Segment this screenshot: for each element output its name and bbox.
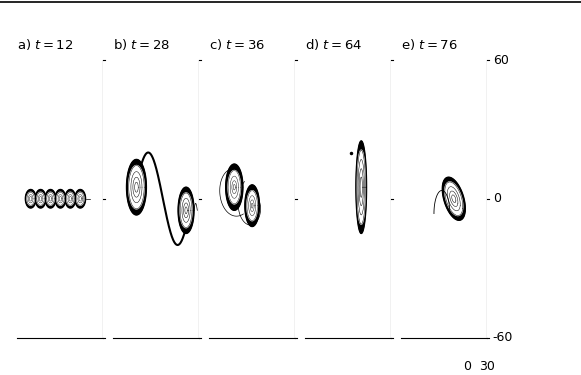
- Polygon shape: [452, 195, 456, 202]
- Polygon shape: [69, 196, 71, 201]
- Polygon shape: [65, 189, 76, 208]
- Polygon shape: [35, 189, 46, 208]
- Polygon shape: [26, 189, 36, 208]
- Text: e) $t = 76$: e) $t = 76$: [401, 38, 458, 52]
- Polygon shape: [184, 203, 189, 218]
- Polygon shape: [230, 176, 238, 198]
- Polygon shape: [129, 165, 144, 209]
- Polygon shape: [357, 150, 365, 224]
- Polygon shape: [358, 159, 364, 215]
- Polygon shape: [45, 189, 56, 208]
- Text: d) $t = 64$: d) $t = 64$: [305, 38, 363, 52]
- Polygon shape: [59, 196, 62, 201]
- Polygon shape: [249, 196, 256, 216]
- Polygon shape: [29, 196, 32, 201]
- Polygon shape: [442, 177, 465, 220]
- Text: 60: 60: [493, 54, 508, 66]
- Polygon shape: [48, 195, 53, 203]
- Polygon shape: [247, 191, 257, 220]
- Polygon shape: [131, 172, 142, 203]
- Polygon shape: [180, 193, 192, 228]
- Polygon shape: [445, 182, 462, 216]
- Polygon shape: [133, 177, 140, 197]
- Polygon shape: [135, 182, 138, 192]
- Polygon shape: [27, 192, 34, 205]
- Polygon shape: [38, 195, 43, 203]
- Polygon shape: [127, 159, 146, 215]
- Polygon shape: [55, 189, 66, 208]
- Polygon shape: [447, 187, 460, 211]
- Polygon shape: [78, 195, 83, 203]
- Polygon shape: [250, 200, 254, 211]
- Text: c) $t = 36$: c) $t = 36$: [209, 38, 265, 52]
- Polygon shape: [57, 192, 64, 205]
- Polygon shape: [28, 195, 33, 203]
- Text: -60: -60: [493, 331, 513, 344]
- Polygon shape: [182, 198, 190, 222]
- Polygon shape: [359, 169, 363, 206]
- Polygon shape: [356, 141, 367, 233]
- Polygon shape: [75, 189, 85, 208]
- Polygon shape: [40, 196, 42, 201]
- Polygon shape: [233, 184, 235, 190]
- Text: a) $t = 12$: a) $t = 12$: [17, 38, 74, 52]
- Text: 0: 0: [493, 192, 501, 205]
- Polygon shape: [225, 164, 243, 210]
- Text: 30: 30: [479, 360, 495, 373]
- Polygon shape: [68, 195, 73, 203]
- Polygon shape: [37, 192, 44, 205]
- Polygon shape: [185, 207, 187, 214]
- Polygon shape: [232, 181, 236, 194]
- Polygon shape: [49, 196, 52, 201]
- Text: 0: 0: [463, 360, 471, 373]
- Polygon shape: [228, 171, 241, 204]
- Polygon shape: [178, 187, 194, 233]
- Polygon shape: [450, 191, 458, 207]
- Polygon shape: [47, 192, 54, 205]
- Polygon shape: [58, 195, 63, 203]
- Polygon shape: [251, 203, 253, 208]
- Polygon shape: [245, 185, 260, 226]
- Polygon shape: [77, 192, 84, 205]
- Polygon shape: [360, 177, 363, 197]
- Polygon shape: [79, 196, 81, 201]
- Text: b) $t = 28$: b) $t = 28$: [113, 38, 170, 52]
- Polygon shape: [67, 192, 74, 205]
